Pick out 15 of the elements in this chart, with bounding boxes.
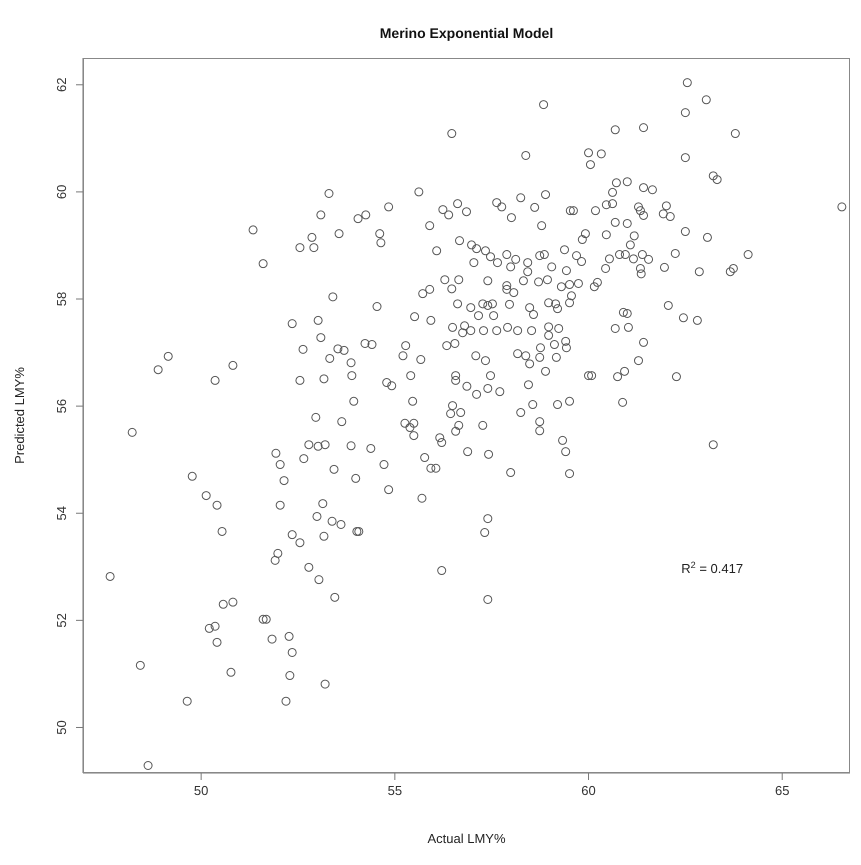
y-tick-label: 58	[54, 292, 69, 306]
y-tick-label: 62	[54, 78, 69, 92]
x-tick-label: 60	[581, 783, 596, 798]
chart-title: Merino Exponential Model	[380, 25, 554, 41]
y-tick-label: 56	[54, 398, 69, 414]
annotation: R$^{2}$ = 0.417	[681, 560, 744, 576]
y-tick-label: 60	[54, 184, 69, 200]
x-axis-title: Actual LMY%	[427, 831, 506, 846]
y-axis-title: Predicted LMY%	[12, 366, 27, 464]
x-tick-label: 50	[194, 783, 208, 798]
x-tick-label: 65	[774, 783, 790, 798]
y-tick-label: 50	[54, 720, 69, 735]
x-tick-label: 55	[388, 783, 402, 798]
y-tick-label: 54	[54, 506, 69, 520]
y-tick-label: 52	[54, 613, 69, 628]
